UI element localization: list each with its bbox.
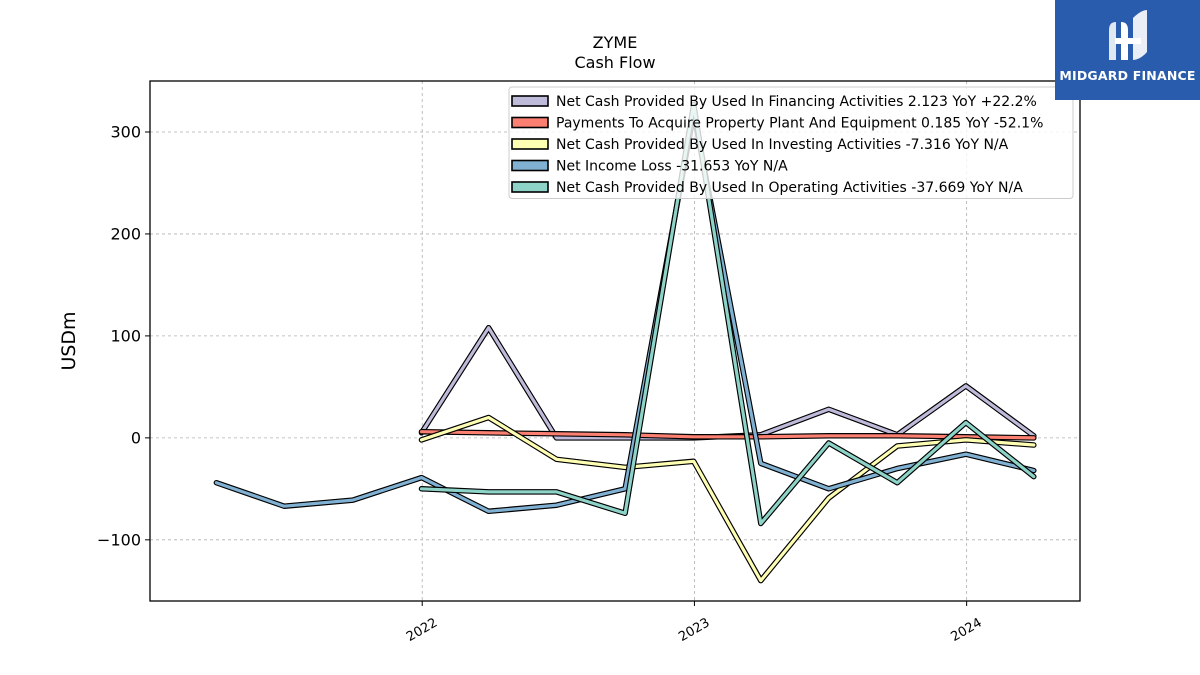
legend-swatch: [511, 159, 549, 172]
series-line-2: [418, 414, 1037, 584]
series-stroke: [419, 102, 1036, 526]
chart-title: ZYME: [593, 33, 638, 52]
legend-swatch: [511, 138, 549, 150]
series-outline: [418, 324, 1037, 441]
legend-swatch: [511, 181, 549, 193]
series-line-3: [213, 110, 1037, 515]
midgard-finance-logo: MIDGARD FINANCE: [1055, 0, 1200, 100]
legend-entry: Net Cash Provided By Used In Financing A…: [556, 94, 1037, 110]
chart-subtitle: Cash Flow: [574, 53, 655, 72]
series-stroke: [419, 415, 1036, 583]
legend: Net Cash Provided By Used In Financing A…: [508, 86, 1074, 199]
legend-entry: Net Income Loss -31.653 YoY N/A: [556, 159, 788, 175]
y-tick-label: 200: [110, 224, 141, 243]
x-tick-label: 2024: [948, 615, 984, 645]
legend-entry: Net Cash Provided By Used In Operating A…: [556, 180, 1023, 196]
x-axis-ticks: 2022 2023 2024: [404, 601, 985, 645]
x-tick-label: 2022: [404, 615, 440, 645]
series-stroke: [419, 430, 1036, 440]
legend-box: [508, 86, 1074, 199]
brand-name: MIDGARD FINANCE: [1059, 68, 1196, 83]
series-stroke: [214, 111, 1036, 513]
legend-swatch: [511, 116, 549, 129]
y-tick-label: 100: [110, 326, 141, 345]
plot-frame: [149, 80, 1081, 602]
series-line-0: [418, 324, 1037, 441]
series-line-1: [418, 428, 1037, 441]
legend-entry: Net Cash Provided By Used In Investing A…: [556, 137, 1009, 153]
y-tick-label: 0: [131, 428, 141, 447]
legend-entry: Payments To Acquire Property Plant And E…: [556, 116, 1043, 132]
midgard-logo-icon: [1109, 10, 1147, 60]
y-tick-label: −100: [97, 530, 141, 549]
series-stroke: [419, 326, 1036, 440]
x-tick-label: 2023: [676, 615, 712, 645]
y-axis-ticks: −100 0 100 200 300: [97, 122, 150, 549]
series-line-4: [418, 101, 1037, 527]
legend-swatch: [511, 95, 549, 107]
y-axis-label: USDm: [58, 311, 80, 370]
series-layer: [213, 101, 1037, 584]
y-tick-label: 300: [110, 122, 141, 141]
